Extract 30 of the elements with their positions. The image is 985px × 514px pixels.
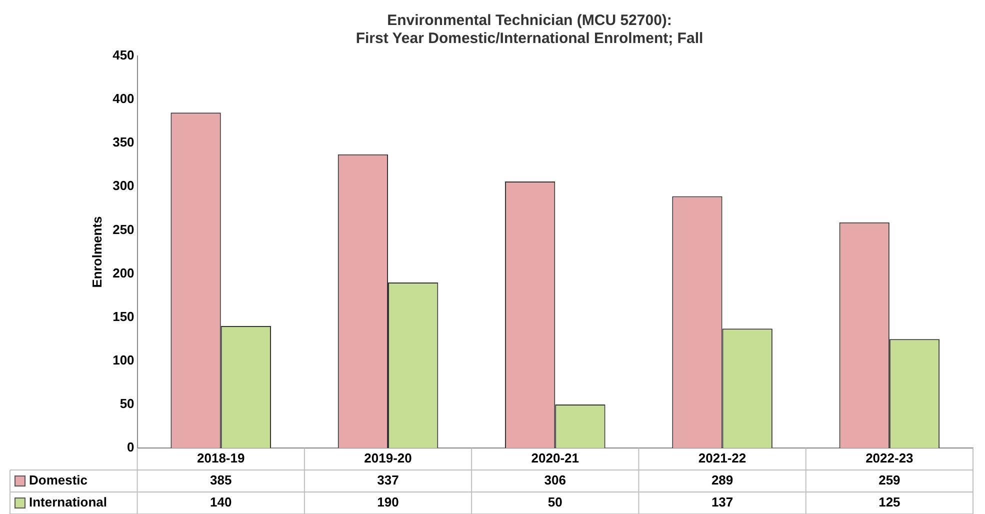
data-label: 337 bbox=[377, 472, 399, 488]
x-tick-label: 2018-19 bbox=[197, 450, 245, 466]
chart-title: Environmental Technician (MCU 52700): bbox=[387, 12, 672, 30]
chart-subtitle: First Year Domestic/International Enrolment; Fall bbox=[356, 30, 704, 48]
data-label: 50 bbox=[548, 494, 562, 510]
data-label: 137 bbox=[711, 494, 734, 510]
y-tick-label: 0 bbox=[127, 440, 134, 455]
x-tick-label: 2021-22 bbox=[698, 450, 746, 466]
data-label: 140 bbox=[210, 494, 232, 510]
data-label: 385 bbox=[210, 472, 232, 488]
y-tick-label: 50 bbox=[120, 396, 134, 412]
data-label: 289 bbox=[711, 472, 734, 488]
data-label: 125 bbox=[878, 494, 900, 510]
data-label: 259 bbox=[878, 472, 900, 488]
y-tick-label: 450 bbox=[112, 48, 134, 63]
y-tick-label: 400 bbox=[112, 91, 134, 106]
y-tick-label: 250 bbox=[112, 222, 134, 237]
y-tick-label: 150 bbox=[112, 308, 134, 324]
y-tick-label: 350 bbox=[112, 134, 134, 150]
legend-label: International bbox=[29, 494, 108, 510]
y-tick-label: 200 bbox=[112, 265, 134, 280]
y-tick-label: 300 bbox=[112, 178, 134, 194]
legend-label: Domestic bbox=[29, 472, 88, 488]
x-tick-label: 2019-20 bbox=[364, 450, 412, 466]
data-label: 306 bbox=[544, 472, 566, 488]
x-tick-label: 2020-21 bbox=[531, 450, 580, 466]
y-tick-label: 100 bbox=[112, 352, 134, 368]
data-label: 190 bbox=[377, 494, 399, 510]
x-tick-label: 2022-23 bbox=[866, 450, 914, 466]
y-axis-title: Enrolments bbox=[89, 216, 104, 288]
